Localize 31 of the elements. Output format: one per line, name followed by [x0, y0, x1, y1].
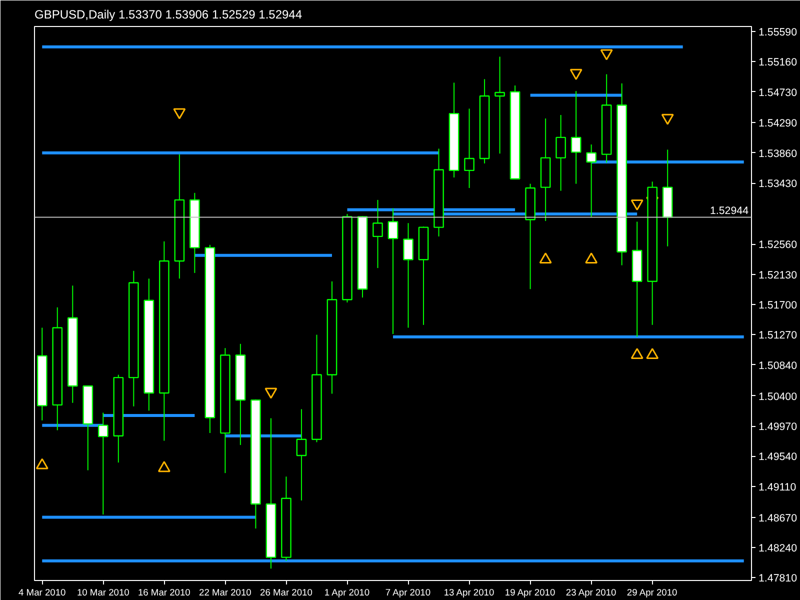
- y-tick-label: 1.53860: [758, 148, 798, 160]
- y-tick-label: 1.48670: [758, 512, 798, 524]
- chart-title: GBPUSD,Daily 1.53370 1.53906 1.52529 1.52944: [34, 8, 302, 22]
- y-tick-label: 1.55590: [758, 26, 798, 38]
- y-tick-label: 1.54290: [758, 118, 798, 130]
- y-tick-label: 1.49970: [758, 421, 798, 434]
- y-tick-label: 1.55160: [758, 56, 798, 69]
- x-tick-label: 7 Apr 2010: [385, 588, 431, 598]
- x-tick-label: 19 Apr 2010: [504, 588, 556, 598]
- y-tick-label: 1.49540: [758, 451, 798, 464]
- x-tick-label: 1 Apr 2010: [324, 588, 370, 598]
- x-tick-label: 22 Mar 2010: [199, 588, 252, 598]
- x-tick-label: 26 Mar 2010: [260, 588, 312, 598]
- y-tick-label: 1.50400: [758, 390, 798, 403]
- y-tick-label: 1.51270: [758, 330, 798, 342]
- y-tick-label: 1.51700: [758, 300, 798, 312]
- x-tick-label: 13 Apr 2010: [444, 588, 494, 598]
- ref-line-label: 1.52944: [710, 205, 749, 218]
- x-tick-label: 23 Apr 2010: [566, 588, 616, 598]
- y-tick-label: 1.49110: [758, 481, 796, 494]
- y-tick-label: 1.54730: [758, 86, 798, 99]
- y-tick-label: 1.50840: [758, 360, 798, 372]
- x-tick-label: 4 Mar 2010: [18, 588, 66, 598]
- x-tick-label: 16 Mar 2010: [138, 588, 190, 598]
- x-tick-label: 29 Apr 2010: [626, 588, 678, 598]
- y-tick-label: 1.52560: [758, 239, 798, 252]
- y-tick-label: 1.53430: [758, 178, 798, 190]
- y-tick-label: 1.52130: [758, 269, 798, 282]
- y-tick-label: 1.48240: [758, 542, 798, 554]
- y-tick-label: 1.47810: [758, 572, 798, 585]
- x-tick-label: 10 Mar 2010: [76, 588, 130, 598]
